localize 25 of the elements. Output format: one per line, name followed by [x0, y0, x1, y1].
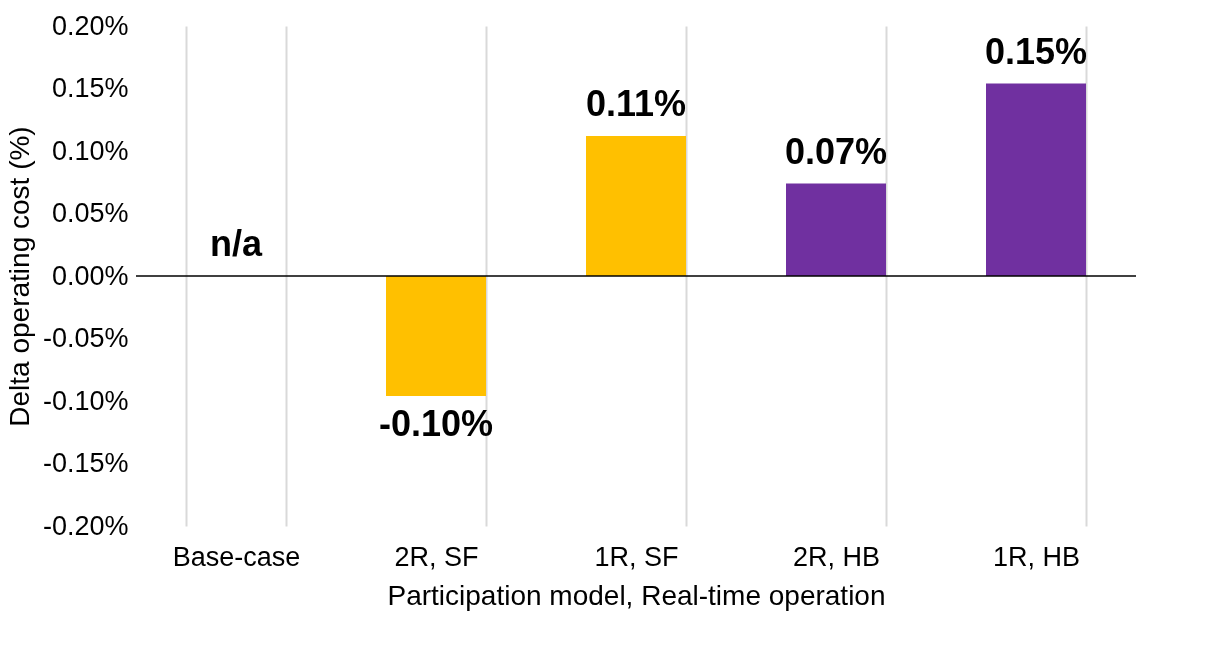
data-label: -0.10%	[378, 403, 494, 444]
y-tick-label: 0.00%	[51, 260, 129, 291]
bar	[386, 276, 486, 396]
y-tick-label: 0.05%	[51, 198, 129, 228]
bar	[786, 183, 886, 276]
x-tick-label: Base-case	[172, 541, 301, 572]
y-tick-label: 0.10%	[51, 135, 129, 166]
x-tick-label: 2R, HB	[792, 541, 881, 572]
x-tick-label: 1R, HB	[992, 541, 1081, 572]
y-tick-label: 0.15%	[51, 73, 129, 103]
data-label: 0.11%	[585, 83, 687, 124]
text: n/a	[209, 223, 263, 264]
y-axis-title: Delta operating cost (%)	[3, 126, 35, 427]
bar	[986, 83, 1086, 276]
y-tick-label: -0.20%	[42, 510, 129, 541]
y-tick-label: -0.10%	[42, 385, 129, 416]
y-tick-label: -0.15%	[42, 448, 129, 478]
y-tick-label: 0.20%	[51, 10, 129, 41]
x-axis-title: Participation model, Real-time operation	[387, 579, 886, 611]
y-tick-label: -0.05%	[42, 323, 129, 353]
data-label: 0.15%	[984, 30, 1088, 72]
data-label: 0.07%	[784, 130, 888, 172]
x-tick-label: 2R, SF	[394, 541, 479, 572]
x-tick-label: 1R, SF	[594, 541, 679, 572]
bar	[586, 136, 686, 276]
